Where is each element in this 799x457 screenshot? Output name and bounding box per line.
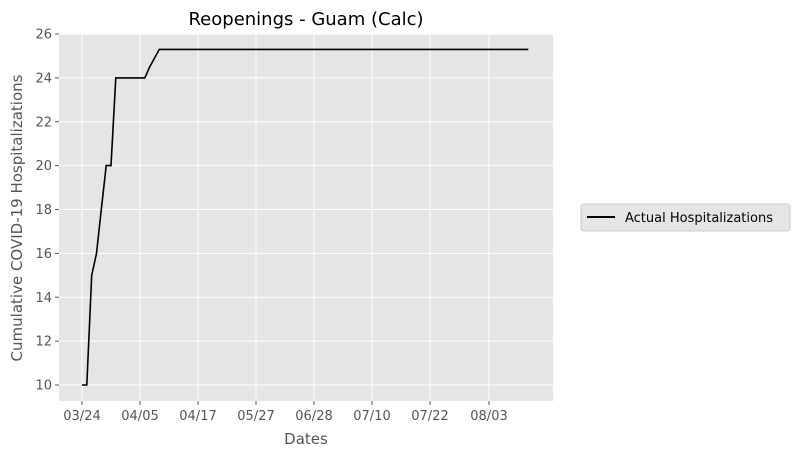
y-tick-label: 14 [35, 291, 52, 306]
y-tick-label: 10 [35, 379, 52, 394]
x-tick-label: 08/03 [470, 409, 507, 424]
x-gridlines [81, 34, 490, 401]
legend-entry-actual-hospitalizations: Actual Hospitalizations [625, 211, 773, 226]
y-tick-label: 16 [35, 247, 52, 262]
chart-title: Reopenings - Guam (Calc) [188, 9, 423, 30]
x-tick-label: 06/28 [295, 409, 332, 424]
y-tick-label: 24 [35, 71, 52, 86]
x-tick-label: 03/24 [63, 409, 100, 424]
legend-box [580, 203, 791, 232]
x-axis-title: Dates [284, 430, 328, 448]
legend: Actual Hospitalizations [580, 203, 791, 232]
y-tick-label: 18 [35, 203, 52, 218]
y-tick-labels: 10 12 14 16 18 20 22 24 26 [35, 28, 59, 394]
x-tick-label: 04/17 [179, 409, 216, 424]
x-tick-label: 05/27 [237, 409, 274, 424]
y-gridlines [59, 33, 553, 386]
series-line-actual-hospitalizations [82, 48, 529, 386]
y-tick-label: 12 [35, 335, 52, 350]
y-tick-label: 22 [35, 115, 52, 130]
y-tick-label: 20 [35, 159, 52, 174]
x-tick-labels: 03/24 04/05 04/17 05/27 06/28 07/10 07/22 08/03 [63, 401, 508, 424]
x-tick-label: 07/22 [411, 409, 448, 424]
x-tick-label: 07/10 [353, 409, 390, 424]
y-tick-label: 26 [35, 28, 52, 43]
y-axis-title: Cumulative COVID-19 Hospitalizations [8, 74, 26, 361]
plot-background [59, 34, 553, 401]
x-tick-label: 04/05 [121, 409, 158, 424]
